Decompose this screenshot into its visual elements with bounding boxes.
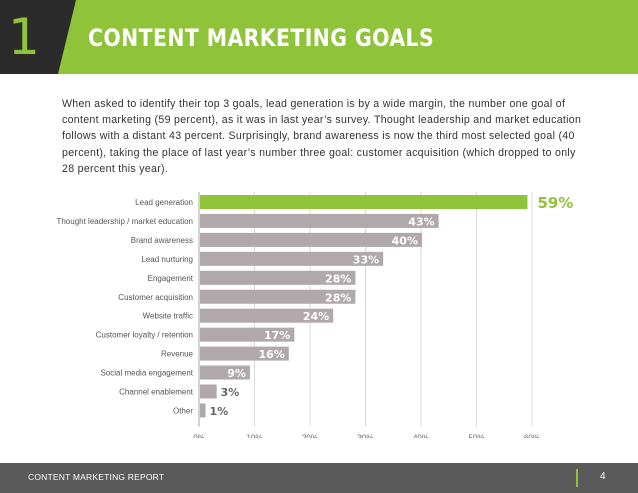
bar [200, 289, 356, 304]
data-label: 24% [303, 310, 329, 323]
intro-paragraph: When asked to identify their top 3 goals… [62, 98, 582, 175]
footer-report-label: CONTENT MARKETING REPORT [28, 472, 165, 482]
data-label: 17% [264, 329, 290, 342]
category-label: Lead generation [135, 198, 193, 207]
data-label: 16% [258, 348, 284, 361]
data-label: 59% [537, 194, 573, 212]
x-tick-label: 0% [193, 433, 205, 438]
category-label: Social media engagement [100, 369, 193, 378]
page-footer: CONTENT MARKETING REPORT 4 [0, 463, 638, 493]
data-label: 40% [392, 234, 418, 247]
data-label: 43% [408, 215, 434, 228]
header-green-band [58, 0, 638, 74]
bar [200, 195, 528, 209]
x-tick-label: 60% [524, 433, 540, 438]
category-label: Other [173, 406, 193, 415]
bar [200, 384, 217, 399]
bar [200, 403, 206, 418]
bar [200, 327, 295, 342]
bar [200, 308, 334, 323]
x-tick-label: 40% [413, 433, 429, 438]
x-tick-label: 50% [468, 433, 484, 438]
goals-bar-chart: 0% 10% 20% 30% 40% 50% 60% Lead generation 59% Th… [56, 192, 573, 438]
data-label: 28% [325, 291, 351, 304]
category-label: Thought leadership / market education [56, 217, 193, 226]
page-header: 1 CONTENT MARKETING GOALS [0, 0, 638, 74]
category-label: Revenue [161, 350, 194, 359]
data-label: 33% [353, 253, 379, 266]
page-title: CONTENT MARKETING GOALS [88, 24, 435, 52]
bar [200, 270, 356, 285]
page-number: 4 [600, 471, 606, 482]
header-banner [0, 0, 638, 74]
category-label: Channel enablement [119, 388, 194, 397]
category-label: Brand awareness [131, 236, 193, 245]
data-label: 28% [325, 272, 351, 285]
x-tick-label: 30% [357, 433, 373, 438]
category-label: Customer acquisition [118, 293, 193, 302]
category-label: Website traffic [143, 312, 193, 321]
x-tick-label: 10% [246, 433, 262, 438]
data-label: 9% [227, 367, 246, 380]
bar [200, 251, 384, 266]
bar [200, 365, 250, 380]
category-label: Lead nurturing [141, 255, 193, 264]
data-label: 3% [221, 386, 240, 399]
x-tick-label: 20% [302, 433, 318, 438]
section-number: 1 [8, 8, 40, 66]
data-label: 1% [210, 405, 229, 418]
category-label: Engagement [148, 274, 194, 283]
bar [200, 213, 439, 228]
footer-divider [576, 469, 578, 487]
bar [200, 346, 289, 361]
category-label: Customer loyalty / retention [96, 331, 193, 340]
bar [200, 232, 422, 247]
